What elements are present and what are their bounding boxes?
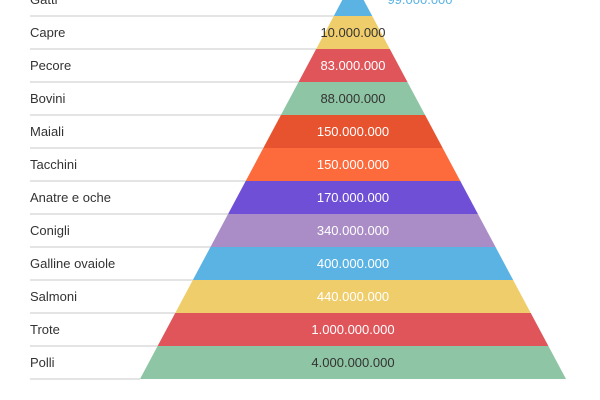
pyramid-band [298, 49, 408, 82]
value-label: 83.000.000 [320, 58, 385, 73]
category-label: Tacchini [30, 157, 77, 172]
category-label: Bovini [30, 91, 66, 106]
pyramid-band [175, 280, 531, 313]
pyramid-band [192, 247, 514, 280]
pyramid-band [140, 346, 566, 379]
category-label: Pecore [30, 58, 71, 73]
value-label: 150.000.000 [317, 124, 389, 139]
category-label: Anatre e oche [30, 190, 111, 205]
value-label: 4.000.000.000 [311, 355, 394, 370]
category-label: Salmoni [30, 289, 77, 304]
pyramid-band [333, 0, 373, 16]
category-label: Trote [30, 322, 60, 337]
pyramid-band [210, 214, 496, 247]
pyramid-band [263, 115, 443, 148]
category-label: Galline ovaiole [30, 256, 115, 271]
category-label: Capre [30, 25, 65, 40]
category-label: Gatti [30, 0, 58, 7]
value-label: 400.000.000 [317, 256, 389, 271]
category-label: Conigli [30, 223, 70, 238]
category-label: Polli [30, 355, 55, 370]
value-label: 1.000.000.000 [311, 322, 394, 337]
value-label: 99.000.000 [387, 0, 452, 7]
value-label: 150.000.000 [317, 157, 389, 172]
value-label: 440.000.000 [317, 289, 389, 304]
pyramid-band [228, 181, 478, 214]
value-label: 340.000.000 [317, 223, 389, 238]
pyramid-band [280, 82, 426, 115]
pyramid-band [316, 16, 390, 49]
pyramid-band [157, 313, 549, 346]
category-label: Maiali [30, 124, 64, 139]
value-label: 170.000.000 [317, 190, 389, 205]
value-label: 10.000.000 [320, 25, 385, 40]
pyramid-band [245, 148, 461, 181]
value-label: 88.000.000 [320, 91, 385, 106]
